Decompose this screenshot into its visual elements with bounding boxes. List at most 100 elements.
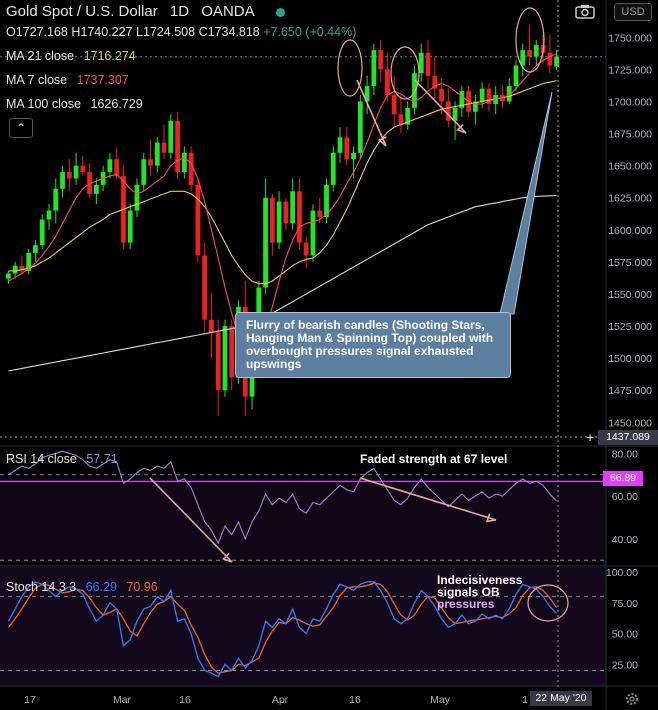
rsi-legend[interactable]: RSI 14 close 57.71 xyxy=(6,452,118,466)
candle-body xyxy=(53,188,59,211)
candle-body xyxy=(364,86,370,102)
candle-body xyxy=(500,95,505,102)
candle-body xyxy=(432,75,438,89)
change-value: +7.650 (+0.44%) xyxy=(263,25,357,39)
candle-body xyxy=(330,152,336,185)
ma21-label: MA 21 close xyxy=(6,49,75,63)
candle-body xyxy=(168,120,174,153)
stoch-tick-label: 75.00 xyxy=(612,598,638,610)
candle-body xyxy=(493,95,499,105)
rsi-tick-label: 80.00 xyxy=(612,448,638,460)
ma21-legend[interactable]: MA 21 close 1716.274 xyxy=(6,49,136,63)
candle-body xyxy=(276,201,282,243)
price-tick-label: 1500.000 xyxy=(608,353,652,365)
candle-body xyxy=(19,265,25,271)
rsi-value: 57.71 xyxy=(86,452,118,466)
rsi-pane xyxy=(0,450,606,561)
stoch-tick-label: 25.00 xyxy=(612,659,638,671)
candle-body xyxy=(324,184,329,217)
highlight-ellipse xyxy=(390,46,420,100)
currency-badge[interactable]: USD xyxy=(614,3,652,21)
candle-body xyxy=(141,159,147,185)
candle-body xyxy=(87,172,93,194)
callout-box[interactable]: Flurry of bearish candles (Shooting Star… xyxy=(235,312,511,378)
candle-body xyxy=(195,184,201,256)
price-tick-label: 1600.000 xyxy=(608,225,652,237)
price-tick-label: 1550.000 xyxy=(608,289,652,301)
highlight-ellipse xyxy=(337,39,363,97)
ma100-label: MA 100 close xyxy=(6,97,82,111)
candle-body xyxy=(445,101,451,121)
candle-body xyxy=(12,265,18,274)
time-tick-label: 16 xyxy=(349,694,361,706)
time-tick-label: 17 xyxy=(24,694,36,706)
price-tick-label: 1450.000 xyxy=(608,417,652,429)
annotation-layer: + xyxy=(0,0,606,690)
candle-body xyxy=(371,50,377,87)
highlight-ellipse xyxy=(515,7,545,73)
price-tick-label: 1675.000 xyxy=(608,129,652,141)
price-tick-label: 1650.000 xyxy=(608,161,652,173)
candle-body xyxy=(297,191,302,243)
ma21-value: 1716.274 xyxy=(83,49,136,63)
candle-body xyxy=(310,210,316,256)
highlight-ellipse xyxy=(527,584,569,622)
chevron-up-icon: ⌃ xyxy=(15,121,27,135)
candle-body xyxy=(472,101,478,112)
candle-body xyxy=(405,107,411,125)
crosshair-plus-icon: + xyxy=(586,429,594,445)
candle-body xyxy=(452,107,458,121)
low-value: L1724.508 xyxy=(136,25,196,39)
candle-body xyxy=(134,184,140,211)
candle-body xyxy=(269,197,275,243)
interval-label[interactable]: 1D xyxy=(169,3,190,20)
candle-body xyxy=(114,159,120,176)
stoch-label: Stoch 14 3 3 xyxy=(6,580,77,594)
high-value: H1740.227 xyxy=(71,25,133,39)
candle-body xyxy=(33,245,38,253)
candle-body xyxy=(513,65,519,87)
ma7-line xyxy=(8,53,557,359)
rsi-tick-label: 40.00 xyxy=(612,534,638,546)
candle-body xyxy=(418,52,424,74)
stoch-annotation: Indecisiveness signals OB pressures xyxy=(437,574,522,610)
collapse-legend-button[interactable]: ⌃ xyxy=(9,118,33,138)
candle-body xyxy=(479,88,485,102)
price-tick-label: 1475.000 xyxy=(608,385,652,397)
callout-pointer xyxy=(499,91,553,315)
candle-body xyxy=(93,184,99,194)
stoch-tick-label: 100.00 xyxy=(606,567,638,579)
price-tick-label: 1700.000 xyxy=(608,96,652,108)
candle-body xyxy=(80,165,86,173)
candle-body xyxy=(202,255,208,320)
candle-body xyxy=(547,52,553,66)
candle-body xyxy=(554,56,560,67)
ma100-legend[interactable]: MA 100 close 1626.729 xyxy=(6,97,143,111)
ma7-label: MA 7 close xyxy=(6,73,68,87)
candle-body xyxy=(263,197,268,288)
candle-body xyxy=(391,95,397,115)
price-tick-label: 1725.000 xyxy=(608,64,652,76)
gear-icon[interactable] xyxy=(624,691,640,707)
candle-body xyxy=(107,159,113,173)
ma7-legend[interactable]: MA 7 close 1737.307 xyxy=(6,73,129,87)
stoch-tick-label: 50.00 xyxy=(612,629,638,641)
time-tick-label: Mar xyxy=(113,694,132,706)
candle-body xyxy=(229,326,235,378)
time-tick-label: 1 xyxy=(522,694,528,706)
ohlc-readout: O1727.168 H1740.227 L1724.508 C1734.818 … xyxy=(6,25,356,39)
candle-body xyxy=(439,88,444,102)
candle-body xyxy=(175,120,180,173)
rsi-arrow xyxy=(359,477,497,521)
rsi-pane-background xyxy=(0,478,606,560)
ma100-line xyxy=(8,194,557,372)
time-tick-label: Apr xyxy=(272,694,289,706)
candle-body xyxy=(303,242,309,256)
stoch-pane xyxy=(0,581,606,678)
close-value: C1734.818 xyxy=(198,25,260,39)
camera-icon[interactable] xyxy=(575,4,595,19)
open-value: O1727.168 xyxy=(6,25,68,39)
candle-body xyxy=(127,210,133,243)
stoch-legend[interactable]: Stoch 14 3 3 66.29 70.96 xyxy=(6,580,158,594)
